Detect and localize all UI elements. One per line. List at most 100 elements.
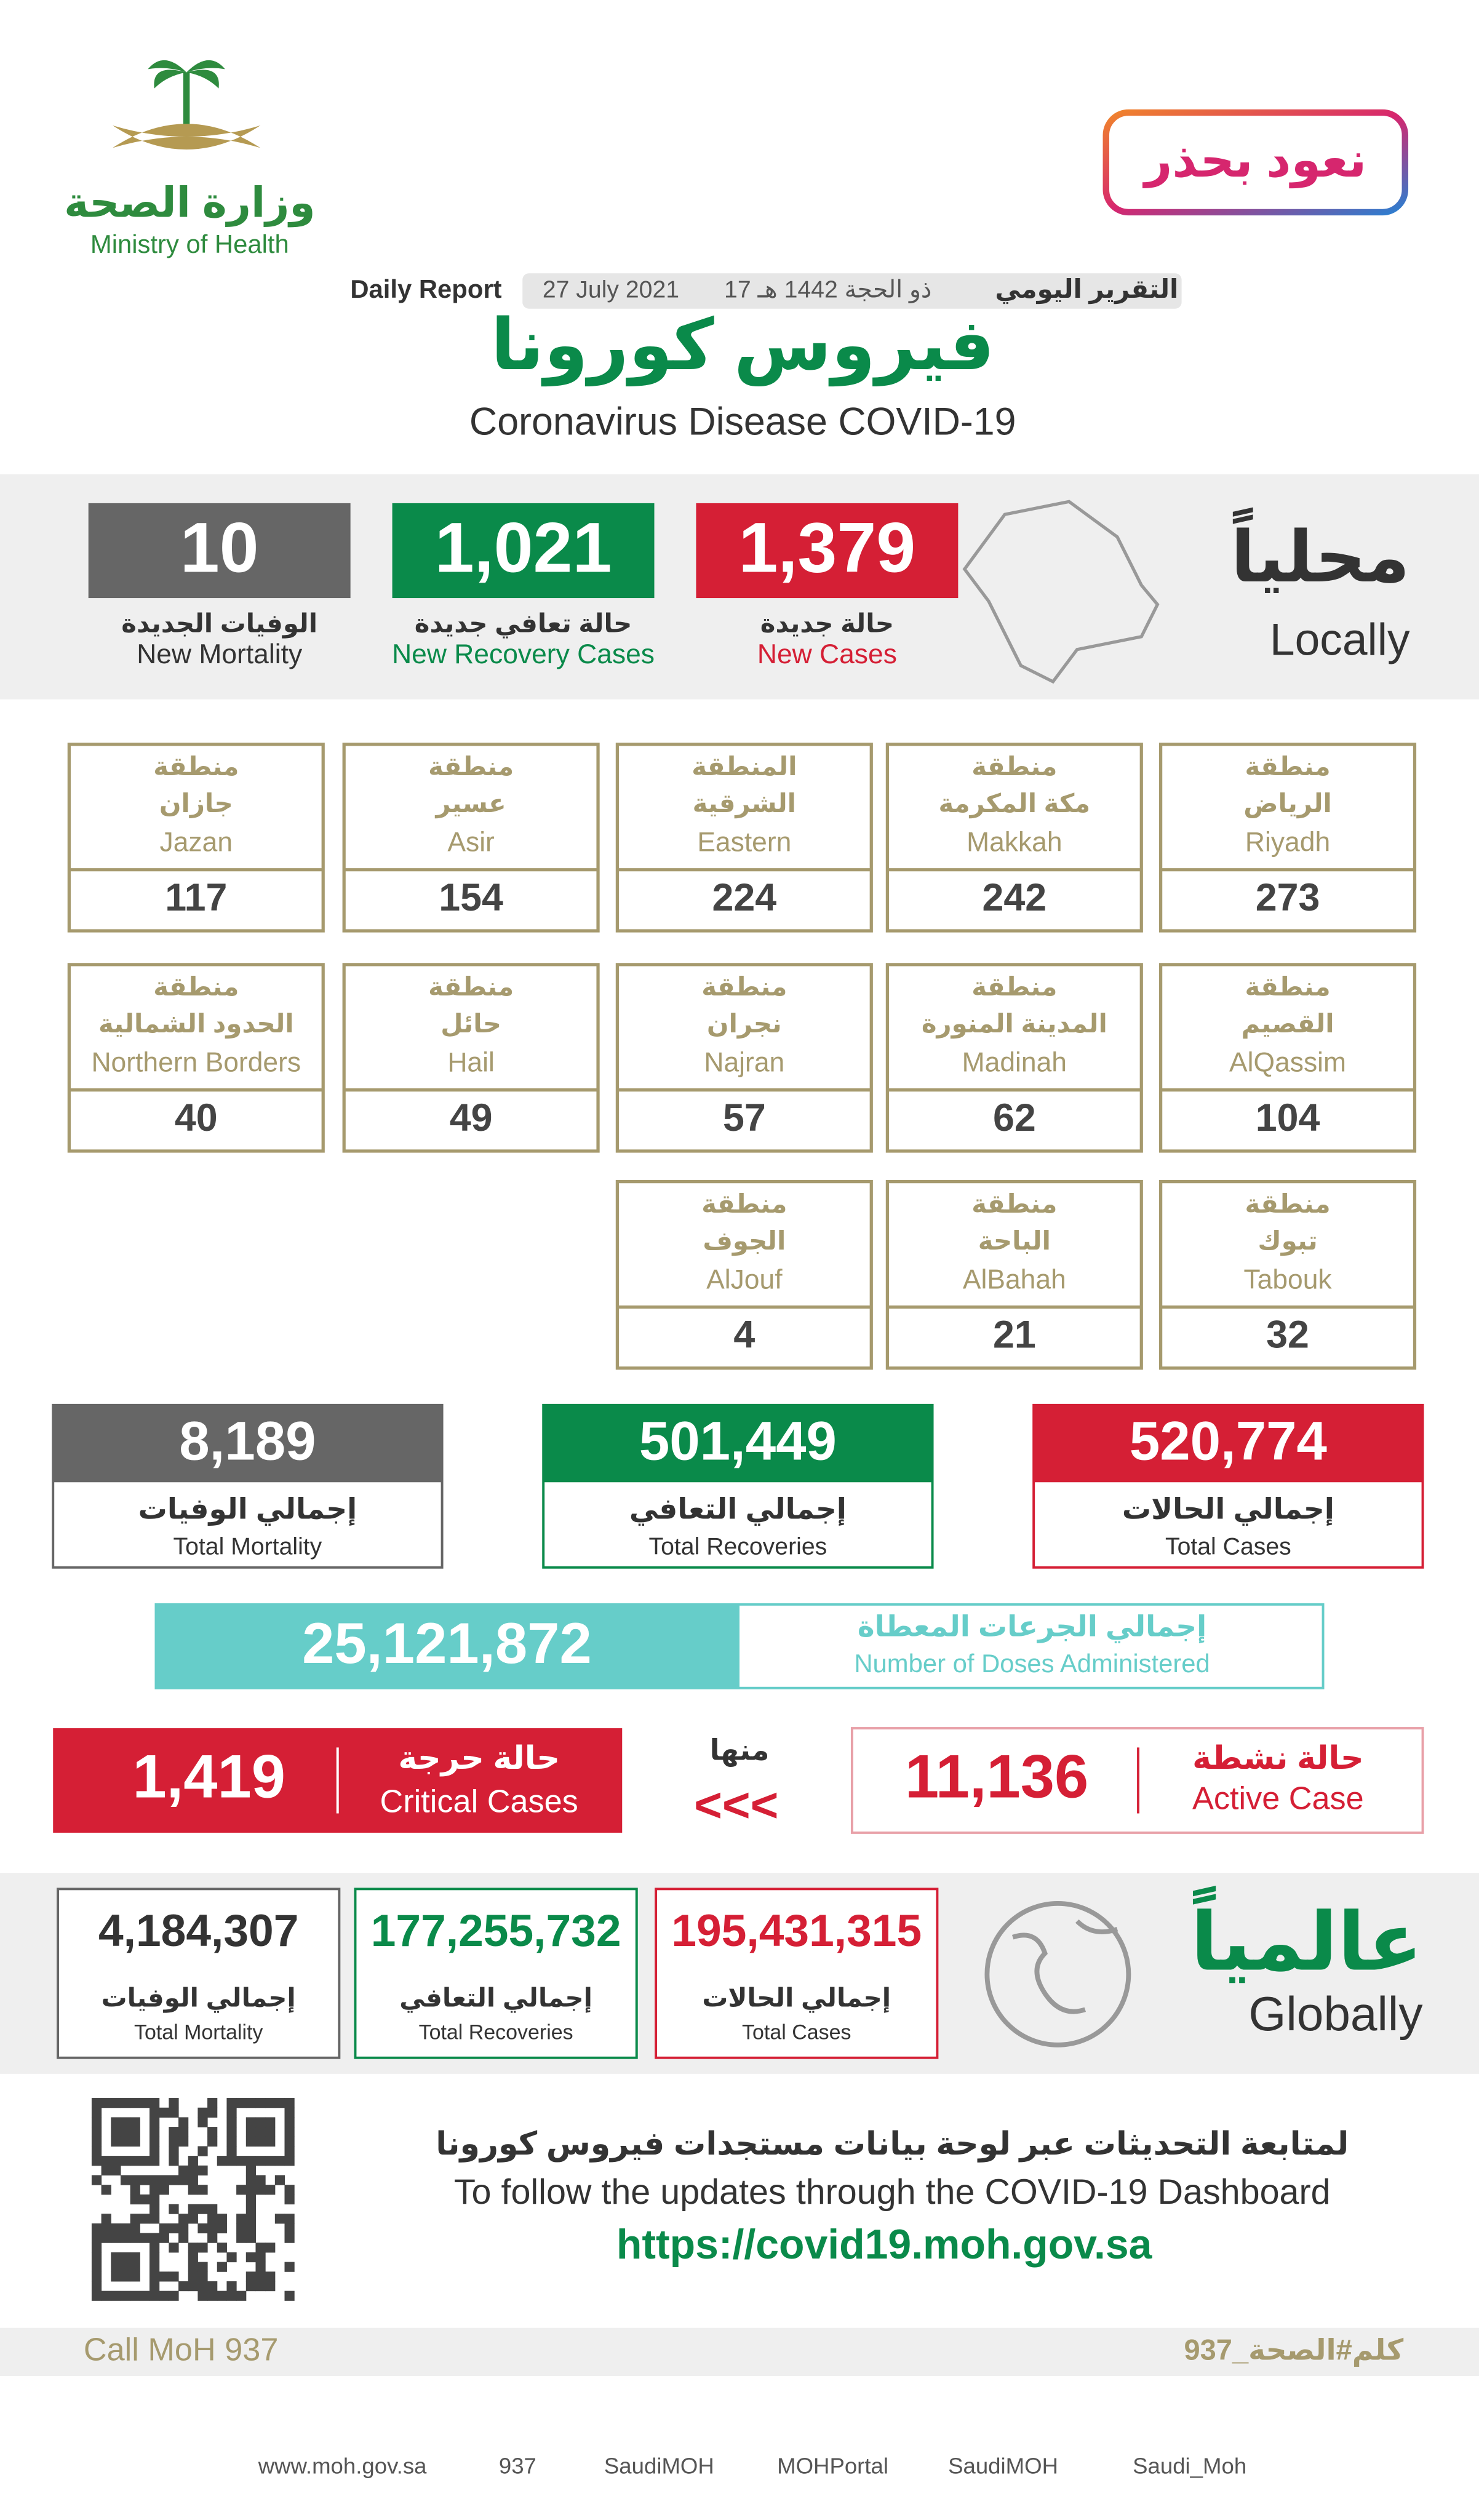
region-name-en: Makkah: [967, 827, 1062, 858]
region-box: [615, 963, 873, 1153]
global-box: [354, 1888, 638, 2059]
region-name-ar: الشرقية: [693, 789, 796, 819]
total-label-en: Total Mortality: [173, 1534, 322, 1560]
doses-value: 25,121,872: [302, 1611, 592, 1675]
qr-cell: [169, 2204, 179, 2214]
qr-cell: [111, 2252, 121, 2263]
qr-cell: [159, 2223, 169, 2234]
total-label-en: Total Recoveries: [649, 1534, 827, 1560]
locally-label-ar: محلياً: [1231, 508, 1410, 597]
qr-cell: [245, 2281, 256, 2292]
qr-cell: [284, 2146, 295, 2156]
qr-cell: [91, 2156, 102, 2166]
qr-cell: [169, 2127, 179, 2137]
qr-cell: [130, 2185, 140, 2195]
region-name-ar: الجوف: [703, 1226, 786, 1256]
qr-cell: [101, 2156, 111, 2166]
qr-cell: [284, 2194, 295, 2205]
qr-cell: [149, 2127, 160, 2137]
qr-cell: [284, 2107, 295, 2118]
region-name-ar: تبوك: [1258, 1226, 1317, 1256]
region-name-en: AlBahah: [963, 1264, 1066, 1294]
qr-cell: [178, 2127, 189, 2137]
region-prefix: منطقة: [701, 972, 787, 1001]
qr-cell: [101, 2185, 111, 2195]
qr-cell: [226, 2098, 237, 2108]
stat-label-en: New Cases: [757, 639, 897, 669]
qr-cell: [169, 2291, 179, 2301]
qr-cell: [169, 2243, 179, 2253]
region-name-en: Madinah: [962, 1048, 1067, 1078]
qr-cell: [265, 2136, 276, 2147]
global-box: [655, 1888, 939, 2059]
qr-cell: [130, 2262, 140, 2272]
qr-cell: [178, 2175, 189, 2185]
qr-cell: [255, 2136, 266, 2147]
qr-cell: [255, 2156, 266, 2166]
qr-cell: [149, 2233, 160, 2243]
region-prefix: منطقة: [1245, 972, 1331, 1001]
qr-cell: [255, 2281, 266, 2292]
qr-cell: [197, 2291, 208, 2301]
qr-cell: [91, 2271, 102, 2282]
qr-cell: [169, 2223, 179, 2234]
total-value: 8,189: [179, 1411, 316, 1472]
region-box: [615, 1180, 873, 1370]
qr-cell: [188, 2175, 198, 2185]
qr-cell: [284, 2262, 295, 2272]
stat-label-en: New Mortality: [137, 639, 303, 669]
region-box: [67, 743, 325, 933]
globally-label-en: Globally: [1248, 1987, 1423, 2041]
qr-cell: [111, 2156, 121, 2166]
qr-cell: [245, 2194, 256, 2205]
stat-value: 10: [180, 508, 259, 587]
region-value: 62: [993, 1096, 1036, 1139]
region-value: 57: [723, 1096, 766, 1139]
qr-cell: [265, 2156, 276, 2166]
qr-cell: [226, 2252, 237, 2263]
follow-ar: لمتابعة التحديثات عبر لوحة بيانات مستجدا…: [436, 2126, 1349, 2163]
qr-cell: [101, 2233, 111, 2243]
total-fill: [1034, 1405, 1423, 1483]
region-prefix: منطقة: [153, 752, 239, 781]
qr-cell: [226, 2107, 237, 2118]
qr-cell: [236, 2233, 247, 2243]
qr-cell: [236, 2098, 247, 2108]
stat-box: [88, 503, 351, 599]
qr-cell: [120, 2223, 131, 2234]
region-name-ar: نجران: [707, 1009, 782, 1039]
qr-cell: [265, 2098, 276, 2108]
region-prefix: منطقة: [971, 972, 1057, 1001]
region-name-en: Asir: [447, 827, 495, 858]
date-bar: [522, 273, 1182, 309]
region-name-en: Riyadh: [1245, 827, 1330, 858]
qr-cell: [245, 2175, 256, 2185]
qr-cell: [149, 2146, 160, 2156]
report-ar: التقرير اليومي: [995, 274, 1178, 305]
qr-cell: [91, 2146, 102, 2156]
region-box: [1159, 1180, 1417, 1370]
qr-cell: [245, 2127, 256, 2137]
region-prefix: منطقة: [428, 972, 514, 1001]
region-name-ar: عسير: [435, 789, 506, 819]
qr-cell: [149, 2136, 160, 2147]
qr-cell: [255, 2262, 266, 2272]
qr-cell: [130, 2156, 140, 2166]
region-name-ar: الرياض: [1243, 789, 1332, 819]
qr-cell: [207, 2204, 218, 2214]
qr-cell: [245, 2204, 256, 2214]
region-prefix: منطقة: [1245, 752, 1331, 781]
qr-cell: [130, 2271, 140, 2282]
footer-link: SaudiMOH: [948, 2454, 1058, 2479]
total-fill: [543, 1405, 933, 1483]
qr-cell: [91, 2233, 102, 2243]
qr-cell: [236, 2291, 247, 2301]
qr-cell: [236, 2156, 247, 2166]
qr-cell: [245, 2252, 256, 2263]
qr-cell: [130, 2291, 140, 2301]
qr-cell: [130, 2098, 140, 2108]
qr-cell: [149, 2252, 160, 2263]
qr-cell: [284, 2127, 295, 2137]
qr-cell: [91, 2175, 102, 2185]
qr-cell: [140, 2291, 150, 2301]
